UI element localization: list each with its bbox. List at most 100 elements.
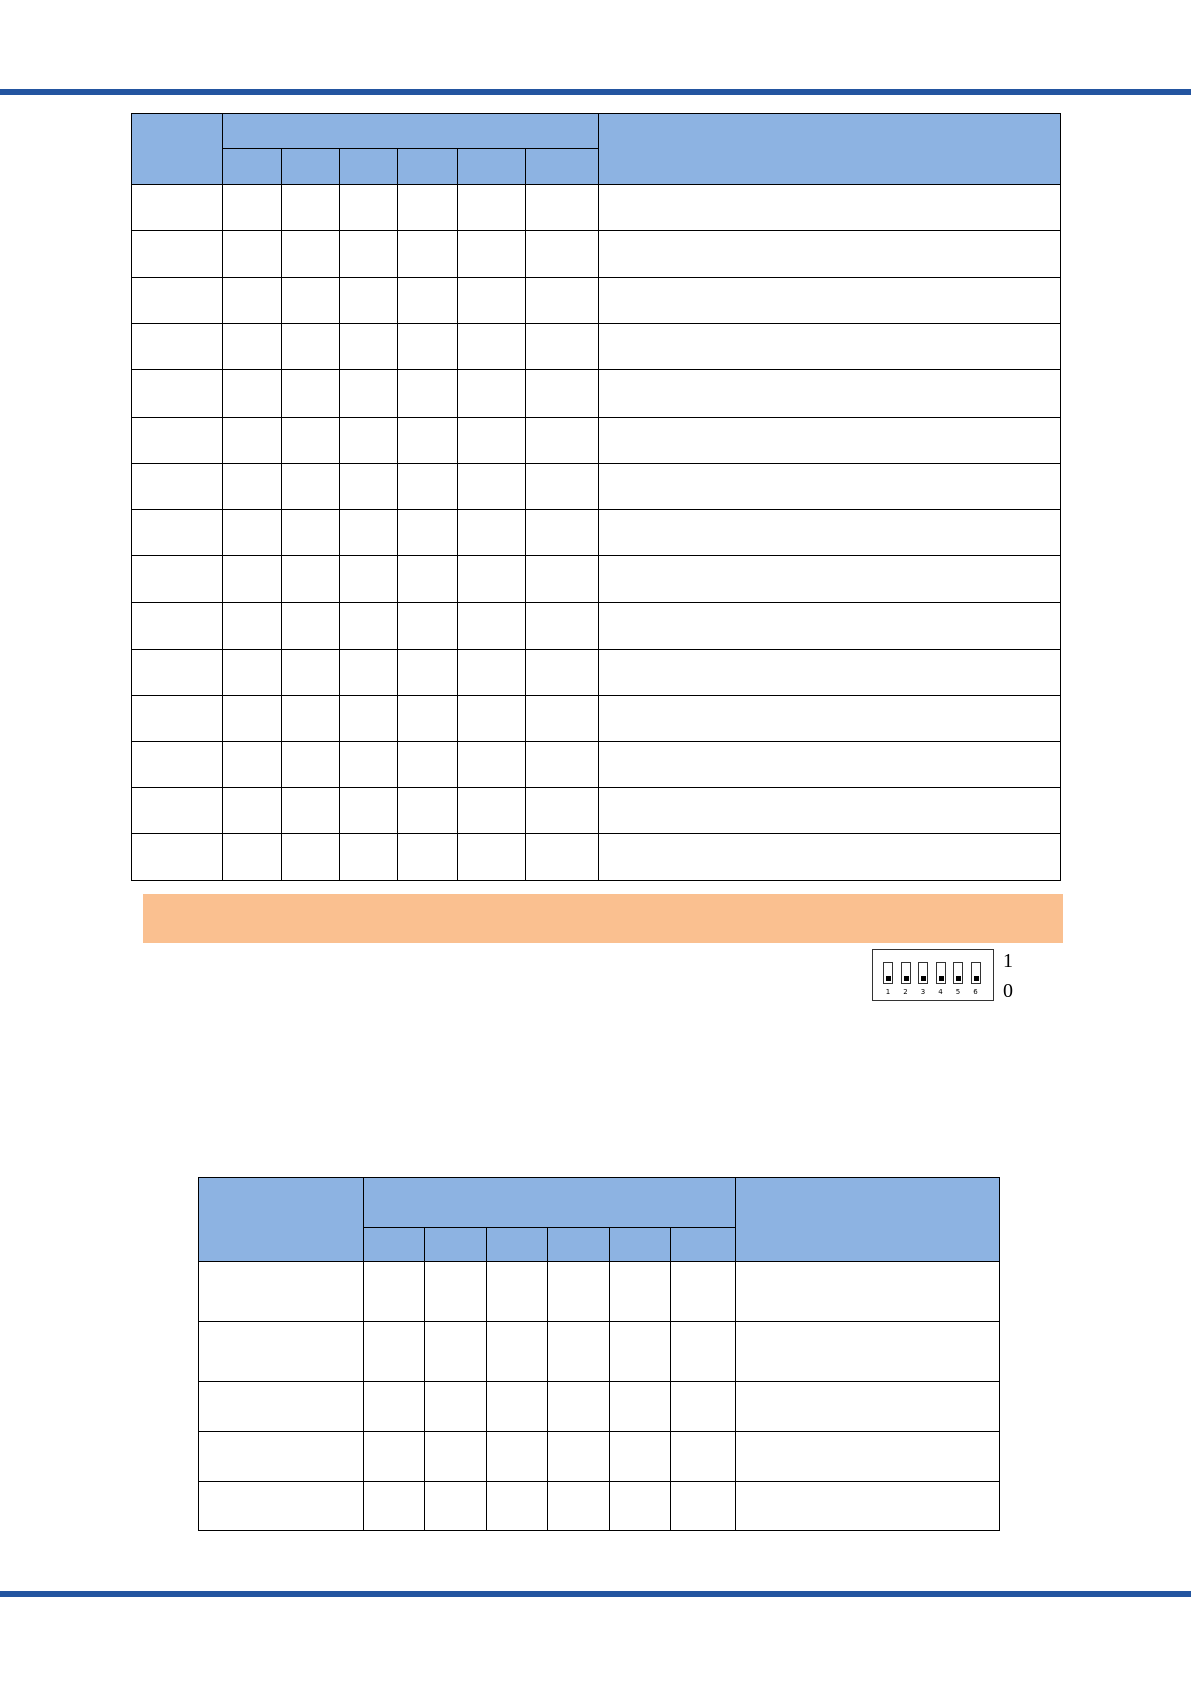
table-row <box>131 695 1062 742</box>
highlight-bar <box>143 894 1063 943</box>
table-cell <box>457 787 526 834</box>
header-cell <box>281 148 340 185</box>
table-cell <box>735 1431 1001 1482</box>
header-cell <box>457 148 526 185</box>
table-cell <box>486 1261 548 1322</box>
table-cell <box>524 369 600 418</box>
table-row <box>131 509 1062 556</box>
table-cell <box>669 1261 737 1322</box>
table-cell <box>131 602 223 650</box>
dip-switch-6 <box>970 962 981 984</box>
header-rule <box>0 89 1191 95</box>
table-cell <box>598 741 1062 788</box>
table-cell <box>339 649 398 696</box>
table-cell <box>547 1431 610 1482</box>
table-cell <box>363 1481 425 1531</box>
table-cell <box>457 184 526 231</box>
table-cell <box>222 555 282 603</box>
dip-setting-table-2 <box>198 1177 1001 1531</box>
table-row <box>131 323 1062 370</box>
header-cell <box>609 1227 671 1262</box>
table-cell <box>222 602 282 650</box>
table-cell <box>281 555 340 603</box>
table-cell <box>222 323 282 370</box>
table-cell <box>198 1381 364 1432</box>
table-cell <box>222 463 282 510</box>
dip-switch-3 <box>918 962 928 984</box>
table-cell <box>131 277 223 324</box>
table-cell <box>281 323 340 370</box>
table-row <box>198 1381 1001 1432</box>
table-cell <box>198 1261 364 1322</box>
table-cell <box>669 1481 737 1531</box>
table-cell <box>598 555 1062 603</box>
table-cell <box>281 417 340 464</box>
table-cell <box>198 1321 364 1382</box>
table-cell <box>524 323 600 370</box>
table-cell <box>486 1381 548 1432</box>
dip-switch-number: 2 <box>903 988 908 996</box>
table-cell <box>457 369 526 418</box>
dip-switch-2 <box>900 962 911 984</box>
table-cell <box>131 323 223 370</box>
table-cell <box>598 463 1062 510</box>
table-cell <box>397 833 458 881</box>
table-cell <box>457 509 526 556</box>
table-cell <box>397 417 458 464</box>
table-cell <box>524 230 600 278</box>
header-cell <box>547 1227 610 1262</box>
table-cell <box>131 509 223 556</box>
dip-switch-number: 1 <box>885 988 891 996</box>
table-cell <box>598 695 1062 742</box>
table-cell <box>735 1481 1001 1531</box>
table-cell <box>457 277 526 324</box>
table-cell <box>131 184 223 231</box>
table-cell <box>397 787 458 834</box>
table-cell <box>222 509 282 556</box>
table-cell <box>198 1431 364 1482</box>
table-cell <box>424 1381 487 1432</box>
table-cell <box>131 695 223 742</box>
table-cell <box>397 184 458 231</box>
table-row <box>131 417 1062 464</box>
table-row <box>198 1261 1001 1322</box>
table-cell <box>598 833 1062 881</box>
table-cell <box>131 833 223 881</box>
table-cell <box>598 509 1062 556</box>
table-cell <box>609 1481 671 1531</box>
table-cell <box>486 1481 548 1531</box>
table-cell <box>363 1321 425 1382</box>
table-cell <box>339 369 398 418</box>
table-row <box>131 369 1062 418</box>
table-cell <box>281 741 340 788</box>
table-cell <box>669 1381 737 1432</box>
dip-switch-diagram: 1 2 3 4 5 6 <box>872 949 994 1001</box>
table-cell <box>735 1261 1001 1322</box>
table-cell <box>131 369 223 418</box>
table-cell <box>339 555 398 603</box>
table-cell <box>339 230 398 278</box>
table-cell <box>281 649 340 696</box>
table-cell <box>131 230 223 278</box>
table-cell <box>457 602 526 650</box>
table-cell <box>339 417 398 464</box>
table-cell <box>363 1381 425 1432</box>
table-cell <box>131 741 223 788</box>
table-row <box>131 230 1062 278</box>
header-cell <box>339 148 398 185</box>
header-cell <box>424 1227 487 1262</box>
header-cell <box>486 1227 548 1262</box>
table-cell <box>363 1431 425 1482</box>
table-cell <box>131 649 223 696</box>
header-cell <box>524 148 600 185</box>
table-cell <box>131 555 223 603</box>
table-cell <box>524 555 600 603</box>
table-cell <box>281 602 340 650</box>
table-row <box>198 1481 1001 1531</box>
table-cell <box>397 509 458 556</box>
table-cell <box>457 833 526 881</box>
table-row <box>131 602 1062 650</box>
table-cell <box>222 184 282 231</box>
table-cell <box>222 787 282 834</box>
table-cell <box>131 463 223 510</box>
